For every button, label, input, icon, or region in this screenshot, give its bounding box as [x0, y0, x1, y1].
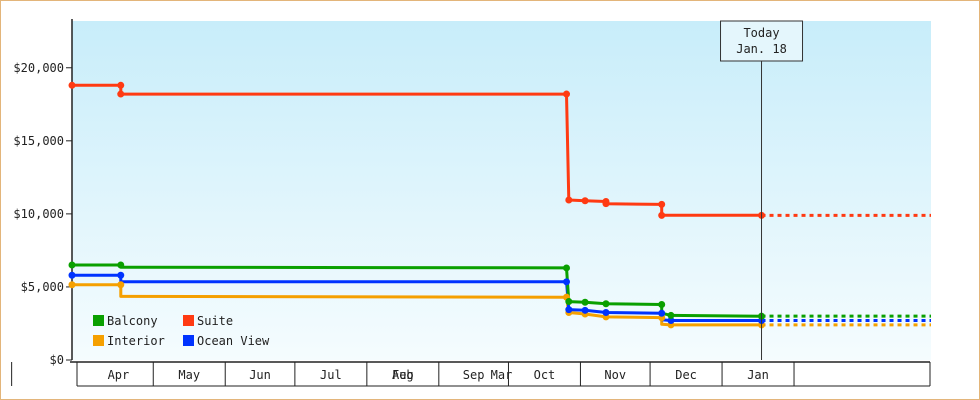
- today-marker: Today Jan. 18: [720, 20, 804, 360]
- data-point-interior: [68, 281, 76, 289]
- data-point-ocean-view: [602, 309, 610, 317]
- y-axis: $0 $5,000 $10,000 $15,000 $20,000: [13, 19, 73, 367]
- legend-swatch-ocean-view: [183, 335, 194, 346]
- data-point-suite: [602, 200, 610, 208]
- today-date: Jan. 18: [736, 42, 787, 56]
- data-point-suite: [658, 211, 666, 219]
- data-point-balcony: [68, 261, 76, 269]
- plot-area: [72, 21, 931, 360]
- data-point-ocean-view: [68, 271, 76, 279]
- data-point-suite: [68, 81, 76, 89]
- x-tick-label-mar: Mar: [491, 368, 513, 382]
- y-tick-label: $10,000: [13, 207, 64, 221]
- y-tick-label: $20,000: [13, 61, 64, 75]
- data-point-ocean-view: [658, 309, 666, 317]
- y-tick-label: $5,000: [21, 280, 64, 294]
- x-tick-label-apr: Apr: [108, 368, 130, 382]
- data-point-suite: [565, 196, 573, 204]
- legend-label-ocean-view: Ocean View: [197, 334, 270, 348]
- x-axis: Apr May Jun Jul Aug Sep Oct Nov Dec Jan Feb Mar: [11, 361, 931, 387]
- data-point-suite: [581, 197, 589, 205]
- data-point-balcony: [602, 300, 610, 308]
- data-point-balcony: [117, 261, 125, 269]
- legend-label-suite: Suite: [197, 314, 233, 328]
- data-point-ocean-view: [565, 306, 573, 314]
- x-tick-label-may: May: [178, 368, 200, 382]
- x-tick-label-nov: Nov: [604, 368, 626, 382]
- data-point-balcony: [581, 298, 589, 306]
- legend: Balcony Suite Interior Ocean View: [93, 314, 270, 348]
- x-tick-label-aug: Aug: [392, 368, 414, 382]
- x-tick-label-jun: Jun: [249, 368, 271, 382]
- x-tick-label-oct: Oct: [534, 368, 556, 382]
- data-point-balcony: [667, 311, 675, 319]
- today-label: Today: [743, 26, 779, 40]
- legend-swatch-interior: [93, 335, 104, 346]
- data-point-balcony: [565, 298, 573, 306]
- x-tick-label-jan: Jan: [747, 368, 769, 382]
- legend-swatch-balcony: [93, 315, 104, 326]
- data-point-ocean-view: [117, 271, 125, 279]
- data-point-ocean-view: [581, 306, 589, 314]
- legend-swatch-suite: [183, 315, 194, 326]
- data-point-balcony: [563, 264, 571, 272]
- x-tick-label-feb: Feb: [392, 368, 414, 382]
- y-tick-label: $15,000: [13, 134, 64, 148]
- data-point-suite: [658, 200, 666, 208]
- y-tick-label: $0: [50, 353, 64, 367]
- data-point-ocean-view: [563, 278, 571, 286]
- legend-label-interior: Interior: [107, 334, 165, 348]
- legend-label-balcony: Balcony: [107, 314, 158, 328]
- x-tick-label-sep: Sep: [463, 368, 485, 382]
- today-callout-box: [720, 20, 804, 62]
- data-point-interior: [117, 281, 125, 289]
- x-tick-label-jul: Jul: [320, 368, 342, 382]
- x-tick-label-dec: Dec: [675, 368, 697, 382]
- data-point-balcony: [658, 300, 666, 308]
- data-point-suite: [117, 81, 125, 89]
- data-point-ocean-view: [667, 317, 675, 325]
- data-point-suite: [563, 90, 571, 98]
- data-point-suite: [117, 90, 125, 98]
